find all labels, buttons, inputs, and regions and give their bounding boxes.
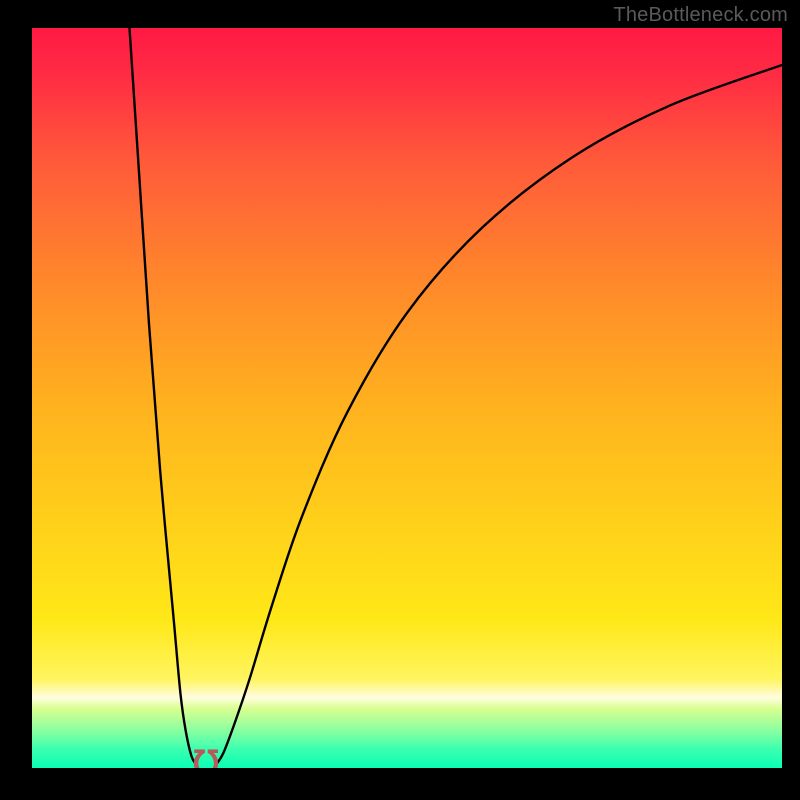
plot-area: ᘮ xyxy=(32,28,782,768)
bottleneck-curves xyxy=(32,28,782,768)
plot-frame: ᘮ xyxy=(0,0,800,800)
curve-segment xyxy=(216,65,782,765)
curve-segment xyxy=(130,28,198,765)
optimal-point-marker: ᘮ xyxy=(193,754,219,768)
watermark-text: TheBottleneck.com xyxy=(613,4,788,27)
